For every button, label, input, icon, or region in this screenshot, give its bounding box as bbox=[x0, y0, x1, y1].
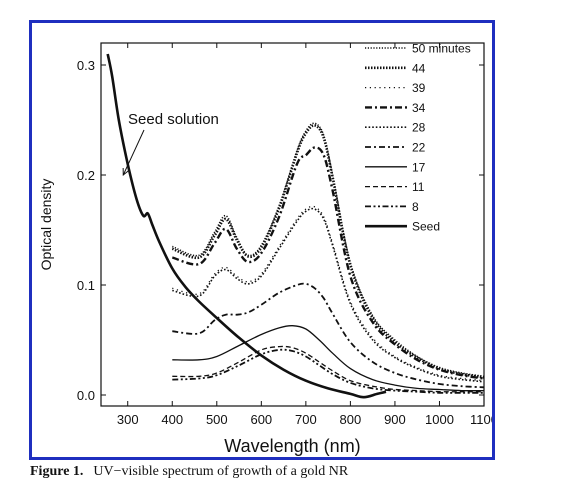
legend-label: 50 minutes bbox=[412, 42, 471, 56]
caption-text: UV−visible spectrum of growth of a gold … bbox=[93, 464, 349, 479]
series-line-11 bbox=[172, 345, 484, 393]
plot-area-border bbox=[100, 42, 485, 407]
y-tick-label: 0.3 bbox=[77, 58, 95, 73]
x-tick-label: 500 bbox=[206, 412, 228, 427]
legend-label: 34 bbox=[412, 101, 426, 115]
legend-label: 22 bbox=[412, 141, 426, 155]
x-axis-title: Wavelength (nm) bbox=[224, 436, 360, 456]
x-tick-label: 1000 bbox=[425, 412, 454, 427]
series-line-8 bbox=[172, 348, 484, 394]
y-axis-title: Optical density bbox=[38, 179, 54, 271]
annotation-arrow-line bbox=[122, 129, 145, 176]
x-tick-label: 800 bbox=[340, 412, 362, 427]
series-line-17 bbox=[172, 325, 485, 392]
legend-label: Seed bbox=[412, 220, 440, 234]
series-line-seed bbox=[106, 53, 387, 399]
series-line-34 bbox=[171, 146, 485, 380]
series-line-50-minutes bbox=[171, 122, 485, 378]
legend-label: 28 bbox=[412, 121, 426, 135]
x-tick-label: 600 bbox=[250, 412, 272, 427]
series-line-39 bbox=[172, 205, 485, 382]
x-tick-label: 300 bbox=[117, 412, 139, 427]
series-line-44 bbox=[171, 124, 485, 379]
series-line-22 bbox=[172, 282, 485, 389]
legend-label: 8 bbox=[412, 200, 419, 214]
y-tick-label: 0.1 bbox=[77, 278, 95, 293]
legend-label: 44 bbox=[412, 61, 426, 75]
annotation-arrow-head bbox=[122, 167, 129, 177]
x-tick-label: 400 bbox=[161, 412, 183, 427]
legend-label: 17 bbox=[412, 160, 426, 174]
x-tick-label: 900 bbox=[384, 412, 406, 427]
x-tick-label: 700 bbox=[295, 412, 317, 427]
legend-label: 39 bbox=[412, 81, 426, 95]
figure-caption: Figure 1. UV−visible spectrum of growth o… bbox=[30, 464, 550, 480]
y-tick-label: 0.0 bbox=[77, 388, 95, 403]
legend-label: 11 bbox=[412, 180, 425, 194]
annotation-text: Seed solution bbox=[128, 111, 219, 128]
caption-label: Figure 1. bbox=[30, 464, 84, 479]
y-tick-label: 0.2 bbox=[77, 168, 95, 183]
